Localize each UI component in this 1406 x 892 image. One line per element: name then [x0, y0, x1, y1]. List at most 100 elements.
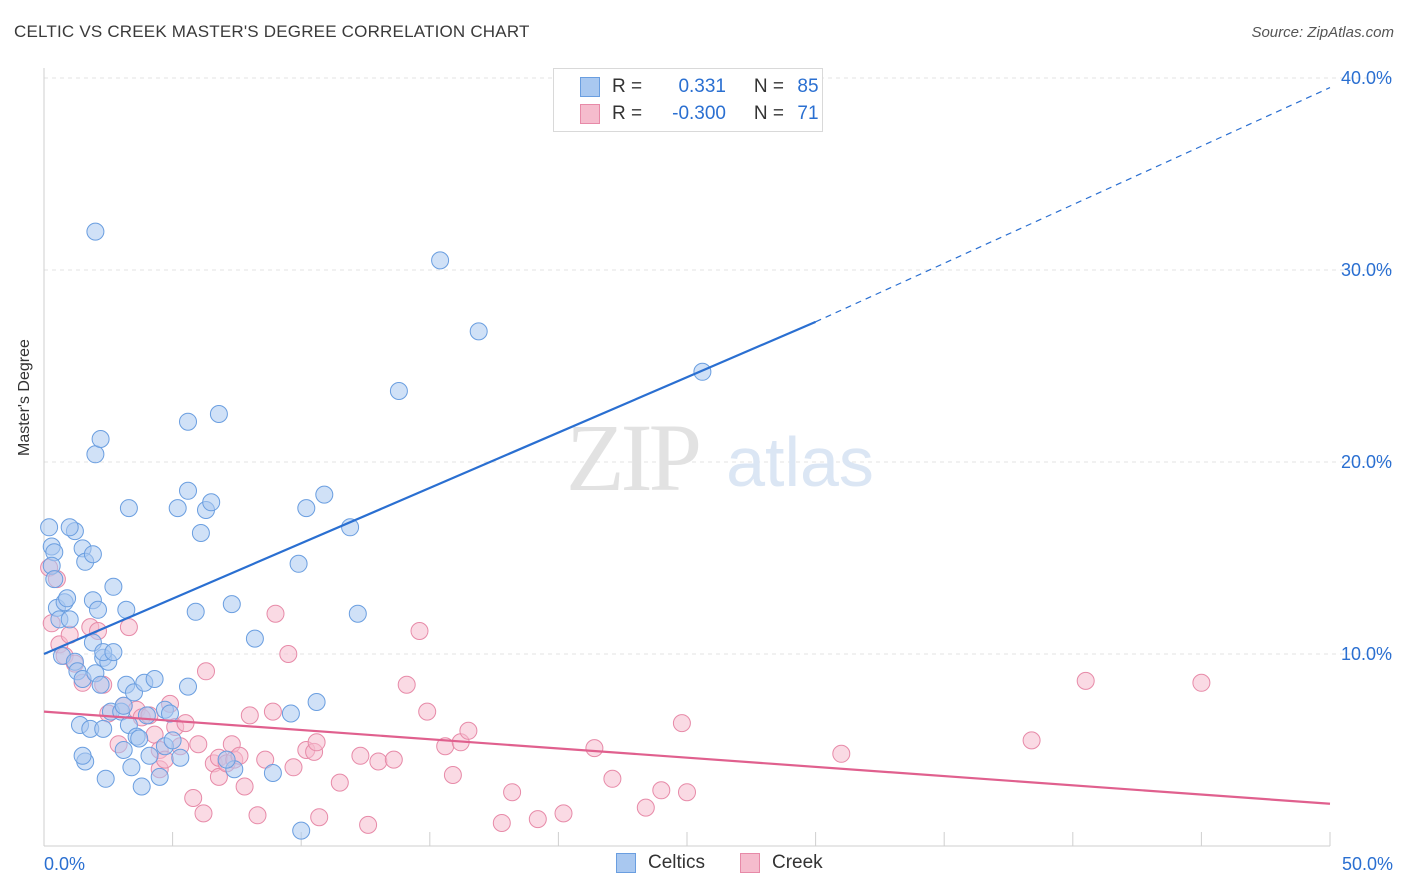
correlation-legend: R = 0.331 N = 85 R = -0.300 N = 71 — [553, 68, 823, 132]
y-tick-label: 10.0% — [1341, 644, 1392, 664]
celtics-point — [140, 746, 159, 765]
y-tick-label: 30.0% — [1341, 260, 1392, 280]
n-value: 71 — [797, 103, 819, 124]
trend-lines — [43, 87, 1331, 805]
creek-point — [459, 721, 478, 740]
creek-point — [503, 783, 522, 802]
creek-point — [266, 604, 285, 623]
celtics-point — [281, 704, 300, 723]
celtics-point — [315, 485, 334, 504]
celtics-point — [179, 677, 197, 696]
r-label: R = — [612, 103, 643, 124]
creek-point — [189, 735, 208, 754]
y-tick-label: 40.0% — [1341, 68, 1392, 88]
celtics-point — [161, 704, 179, 723]
celtics-point — [145, 670, 164, 688]
creek-point — [603, 769, 622, 788]
r-value: -0.300 — [672, 103, 726, 124]
creek-point — [235, 777, 254, 796]
legend-item-creek[interactable]: Creek — [740, 852, 823, 874]
celtics-point — [171, 748, 190, 767]
watermark-zip: ZIP — [566, 404, 699, 511]
celtics-point — [163, 731, 182, 750]
celtics-point — [292, 821, 311, 840]
celtics-point — [114, 741, 133, 759]
celtics-point — [307, 693, 326, 711]
celtics-point — [132, 777, 151, 796]
celtics-point — [45, 570, 64, 589]
creek-point — [310, 808, 329, 827]
celtics-point — [104, 577, 123, 596]
celtics-point — [89, 600, 107, 619]
celtics-point — [73, 746, 92, 765]
creek-point — [307, 733, 326, 752]
celtics-point — [263, 764, 282, 782]
n-label: N = — [753, 103, 784, 124]
celtics-point — [58, 589, 77, 608]
legend-item-celtics[interactable]: Celtics — [616, 852, 705, 874]
creek-swatch — [740, 853, 760, 873]
celtics-points — [40, 222, 712, 840]
celtics-point — [297, 499, 316, 518]
axes — [43, 68, 1331, 847]
r-value: 0.331 — [678, 76, 726, 97]
creek-point — [832, 744, 851, 763]
legend-row-celtics: R = 0.331 N = 85 — [580, 74, 828, 100]
chart-title: CELTIC VS CREEK MASTER'S DEGREE CORRELAT… — [14, 22, 530, 41]
celtics-point — [389, 382, 408, 400]
celtics-point — [469, 322, 488, 341]
creek-point — [351, 746, 370, 765]
celtics-point — [191, 524, 210, 542]
creek-point — [652, 781, 671, 800]
celtics-point — [94, 719, 113, 738]
creek-point — [672, 714, 691, 733]
r-label: R = — [612, 76, 643, 97]
celtics-trend-line — [43, 320, 817, 656]
creek-point — [284, 758, 303, 777]
creek-point — [410, 622, 429, 640]
celtics-point — [179, 412, 197, 431]
source-label: Source: ZipAtlas.com — [1251, 24, 1394, 41]
celtics-point — [150, 767, 169, 786]
creek-point — [492, 814, 511, 832]
creek-point — [369, 752, 388, 771]
celtics-point — [114, 696, 133, 715]
x-tick-label: 0.0% — [44, 854, 85, 874]
celtics-point — [40, 518, 59, 537]
creek-point — [209, 767, 228, 786]
celtics-point — [119, 499, 138, 518]
celtics-point — [348, 604, 367, 623]
celtics-point — [83, 545, 102, 564]
celtics-point — [202, 493, 221, 512]
creek-point — [585, 739, 604, 758]
n-label: N = — [753, 76, 784, 97]
x-tick-label: 50.0% — [1342, 854, 1393, 874]
tick-labels: 10.0% 20.0% 30.0% 40.0% 0.0% 50.0% — [44, 68, 1393, 874]
celtics-point — [60, 610, 79, 629]
creek-point — [256, 750, 275, 769]
creek-swatch — [580, 104, 600, 124]
creek-point — [443, 766, 462, 784]
creek-point — [1076, 671, 1095, 690]
creek-point — [397, 675, 416, 694]
celtics-swatch — [580, 77, 600, 97]
celtics-point — [222, 595, 241, 614]
creek-point — [184, 789, 203, 807]
y-tick-label: 20.0% — [1341, 452, 1392, 472]
creek-point — [636, 798, 655, 817]
creek-point — [330, 773, 349, 792]
creek-point — [279, 645, 298, 663]
watermark-atlas: atlas — [726, 423, 874, 501]
legend-row-creek: R = -0.300 N = 71 — [580, 101, 828, 127]
creek-point — [248, 806, 267, 825]
celtics-point — [104, 643, 123, 662]
celtics-point — [186, 602, 205, 621]
creek-points — [40, 558, 1211, 834]
y-axis-label: Master's Degree — [16, 339, 33, 456]
celtics-point — [217, 750, 236, 769]
creek-point — [1022, 731, 1041, 750]
watermark: ZIP atlas — [566, 404, 874, 511]
creek-point — [194, 804, 213, 823]
creek-point — [1192, 673, 1211, 692]
